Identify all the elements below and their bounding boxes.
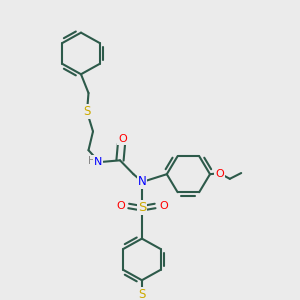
Text: N: N xyxy=(94,157,102,167)
Text: O: O xyxy=(116,201,125,211)
Text: S: S xyxy=(83,105,91,118)
Text: O: O xyxy=(215,169,224,178)
Text: S: S xyxy=(138,201,146,214)
Text: O: O xyxy=(159,201,168,211)
Text: H: H xyxy=(88,156,96,166)
Text: S: S xyxy=(138,288,146,300)
Text: N: N xyxy=(137,175,146,188)
Text: O: O xyxy=(118,134,127,144)
